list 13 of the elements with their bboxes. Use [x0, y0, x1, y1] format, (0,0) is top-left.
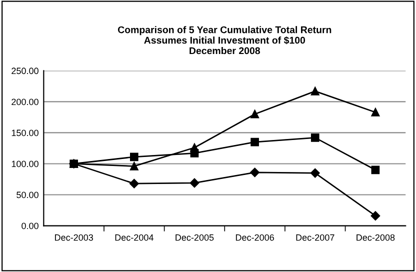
y-tick-label: 200.00 — [12, 98, 38, 106]
x-tick-label: Dec-2007 — [296, 234, 334, 241]
y-tick-label: 100.00 — [12, 160, 38, 168]
chart-title: Comparison of 5 Year Cumulative Total Return Assumes Initial Investment of $100 December 2008 — [118, 26, 332, 54]
x-tick-label: Dec-2008 — [356, 234, 395, 241]
x-tick-label: Dec-2004 — [115, 234, 154, 241]
x-tick-label: Dec-2005 — [176, 234, 214, 241]
x-tick-label: Dec-2006 — [236, 234, 274, 241]
y-tick-label: 150.00 — [12, 130, 38, 136]
x-tick-label: Dec-2003 — [55, 234, 94, 241]
y-tick-label: 0.00 — [22, 222, 38, 230]
y-tick-label: 50.00 — [16, 192, 38, 198]
y-tick-label: 250.00 — [12, 68, 38, 74]
